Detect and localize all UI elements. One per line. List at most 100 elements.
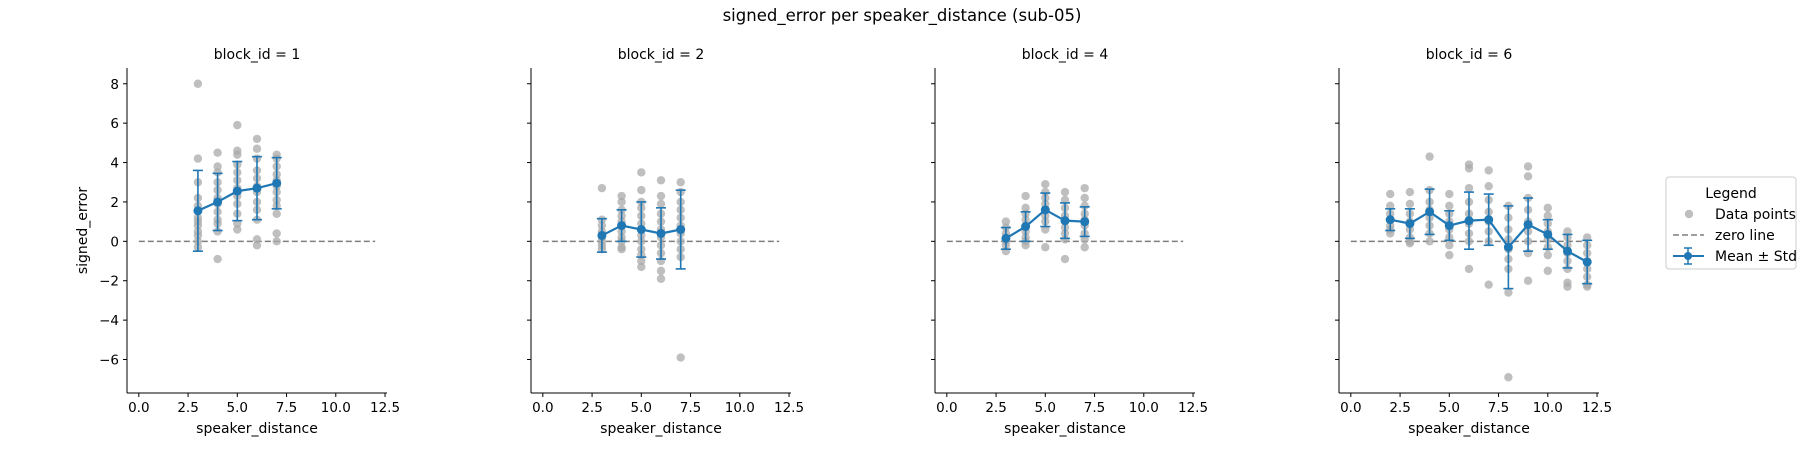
data-point xyxy=(233,225,242,234)
y-tick-label: 4 xyxy=(110,156,119,172)
mean-marker xyxy=(636,225,646,235)
data-point xyxy=(233,219,242,228)
data-point xyxy=(1041,243,1050,252)
y-tick-label: −4 xyxy=(99,313,119,329)
data-point xyxy=(1425,237,1434,246)
data-point xyxy=(1405,199,1415,209)
panel-block-4: block_id = 6 0.0 2.5 5.0 7.5 10.0 12.5 speaker_… xyxy=(1335,47,1612,437)
y-tick-label: −6 xyxy=(99,353,119,369)
data-point xyxy=(1484,280,1493,289)
data-point xyxy=(1464,164,1474,173)
mean-marker xyxy=(1503,242,1513,252)
data-point xyxy=(1080,201,1089,211)
x-tick-label: 0.0 xyxy=(936,400,957,416)
data-point xyxy=(1484,166,1493,175)
mean-marker xyxy=(1582,257,1592,267)
legend-frame xyxy=(1665,176,1797,270)
data-point xyxy=(213,162,222,171)
data-point xyxy=(252,241,262,250)
data-point xyxy=(1060,195,1070,205)
x-tick-label: 0.0 xyxy=(128,400,149,416)
data-point xyxy=(1523,172,1533,181)
data-point xyxy=(656,199,666,209)
mean-marker xyxy=(1523,220,1533,230)
data-point xyxy=(1445,250,1454,260)
mean-marker xyxy=(1543,229,1553,239)
data-point xyxy=(1080,193,1089,203)
x-tick-label: 12.5 xyxy=(1582,400,1612,416)
y-tick-label: 2 xyxy=(110,195,119,211)
data-point xyxy=(1563,227,1572,236)
legend-label: Mean ± Std xyxy=(1715,249,1797,265)
data-point xyxy=(656,176,666,185)
data-point xyxy=(252,235,262,244)
x-tick-label: 0.0 xyxy=(532,400,553,416)
data-point xyxy=(617,245,626,254)
data-point xyxy=(233,150,242,159)
data-point xyxy=(1386,229,1395,238)
x-tick-label: 0.0 xyxy=(1340,400,1361,416)
x-tick-label: 5.0 xyxy=(1035,400,1056,416)
data-point xyxy=(1060,235,1070,244)
mean-marker xyxy=(656,228,666,238)
data-point xyxy=(252,134,262,144)
data-point xyxy=(1543,211,1552,220)
mean-marker xyxy=(1060,216,1070,226)
mean-marker xyxy=(272,178,282,188)
data-point xyxy=(193,79,203,88)
x-tick-label: 10.0 xyxy=(1533,400,1563,416)
y-tick-label: 8 xyxy=(110,77,119,93)
chart-panels: block_id = 1 8 6 4 2 0 −2 −4 −6 0.0 2.5 5.0 7.5 10.0 1… xyxy=(75,47,1612,437)
data-point xyxy=(617,197,626,207)
x-axis-label: speaker_distance xyxy=(196,421,318,437)
data-point xyxy=(1021,191,1030,201)
mean-marker xyxy=(1080,217,1090,227)
mean-marker xyxy=(232,186,242,196)
x-tick-label: 5.0 xyxy=(631,400,652,416)
data-point xyxy=(1445,189,1454,199)
data-point xyxy=(676,353,685,362)
data-point xyxy=(1484,181,1493,191)
data-point xyxy=(1445,201,1454,211)
panel-title: block_id = 4 xyxy=(1022,47,1109,63)
mean-marker xyxy=(1021,222,1031,232)
data-point xyxy=(272,237,281,246)
data-point xyxy=(1041,225,1050,234)
data-point xyxy=(1445,241,1454,250)
data-point xyxy=(656,266,666,276)
data-point xyxy=(1523,276,1533,285)
x-tick-label: 10.0 xyxy=(1129,400,1159,416)
data-point xyxy=(1041,180,1050,189)
data-point xyxy=(272,209,281,218)
mean-marker xyxy=(1385,215,1395,225)
legend: Legend Data points zero line Mean ± Std xyxy=(1665,176,1797,270)
x-tick-label: 7.5 xyxy=(1084,400,1105,416)
panel-block-3: block_id = 4 0.0 2.5 5.0 7.5 10.0 12.5 speaker_… xyxy=(931,47,1208,437)
data-point xyxy=(1543,266,1552,276)
data-point xyxy=(1001,217,1011,226)
panel-title: block_id = 6 xyxy=(1426,47,1513,63)
data-point xyxy=(1060,187,1070,197)
mean-marker xyxy=(617,221,627,231)
data-point xyxy=(1021,241,1030,250)
mean-marker xyxy=(252,183,262,193)
x-tick-label: 12.5 xyxy=(1178,400,1208,416)
mean-marker xyxy=(1464,216,1474,226)
legend-label: zero line xyxy=(1715,228,1775,244)
mean-marker xyxy=(193,206,203,216)
data-point xyxy=(233,120,242,130)
data-point xyxy=(1425,152,1434,161)
panel-title: block_id = 1 xyxy=(214,47,300,63)
x-tick-label: 2.5 xyxy=(581,400,602,416)
x-axis-label: speaker_distance xyxy=(600,421,722,437)
data-point xyxy=(1060,254,1070,264)
mean-marker xyxy=(1001,233,1011,243)
data-point xyxy=(1080,243,1089,252)
data-point xyxy=(1080,183,1089,193)
data-point xyxy=(1080,235,1089,244)
data-point xyxy=(252,144,262,153)
data-point xyxy=(597,183,607,193)
x-tick-label: 7.5 xyxy=(276,400,297,416)
data-point xyxy=(1386,201,1395,211)
